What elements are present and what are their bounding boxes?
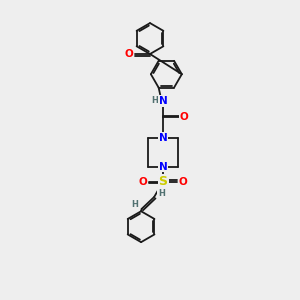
Text: S: S	[159, 175, 168, 188]
Text: H: H	[152, 97, 158, 106]
Text: N: N	[159, 133, 167, 143]
Text: N: N	[159, 96, 167, 106]
Text: O: O	[179, 112, 188, 122]
Text: H: H	[132, 200, 139, 209]
Text: H: H	[158, 189, 165, 198]
Text: N: N	[159, 162, 167, 172]
Text: O: O	[125, 49, 134, 59]
Text: O: O	[139, 176, 147, 187]
Text: O: O	[179, 176, 188, 187]
